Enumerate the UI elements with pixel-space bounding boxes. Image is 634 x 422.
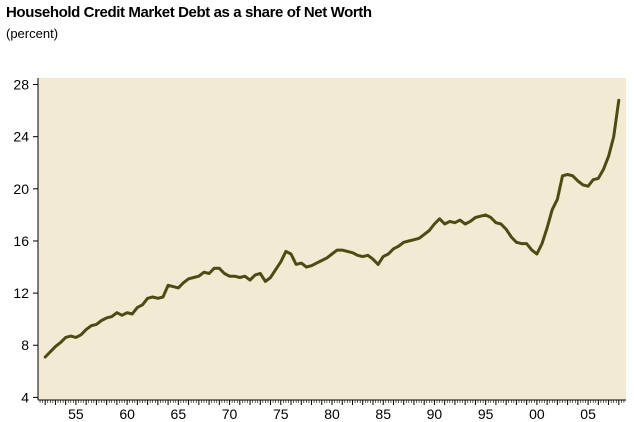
chart-title: Household Credit Market Debt as a share … bbox=[6, 4, 372, 21]
x-tick-label: 70 bbox=[222, 406, 238, 422]
x-tick-label: 95 bbox=[478, 406, 494, 422]
x-tick-label: 90 bbox=[427, 406, 443, 422]
x-tick-label: 75 bbox=[273, 406, 289, 422]
x-tick-label: 60 bbox=[119, 406, 135, 422]
x-tick-label: 65 bbox=[171, 406, 187, 422]
y-tick-label: 4 bbox=[21, 389, 29, 405]
x-tick-label: 85 bbox=[375, 406, 391, 422]
y-tick-label: 12 bbox=[13, 285, 29, 301]
chart-subtitle: (percent) bbox=[6, 26, 59, 41]
x-tick-label: 80 bbox=[324, 406, 340, 422]
x-tick-label: 00 bbox=[529, 406, 545, 422]
y-tick-label: 24 bbox=[13, 129, 29, 145]
y-tick-label: 8 bbox=[21, 337, 29, 353]
series-group bbox=[43, 98, 621, 359]
series-line bbox=[43, 98, 621, 359]
plot-area bbox=[38, 78, 626, 400]
y-tick-label: 28 bbox=[13, 77, 29, 93]
axes: 4 8 12 16 20 24 28 55 60 65 70 75 80 85 90 95 00 05 bbox=[13, 77, 626, 422]
y-tick-label: 16 bbox=[13, 233, 29, 249]
x-tick-label: 55 bbox=[68, 406, 84, 422]
x-tick-label: 05 bbox=[580, 406, 596, 422]
y-tick-label: 20 bbox=[13, 181, 29, 197]
